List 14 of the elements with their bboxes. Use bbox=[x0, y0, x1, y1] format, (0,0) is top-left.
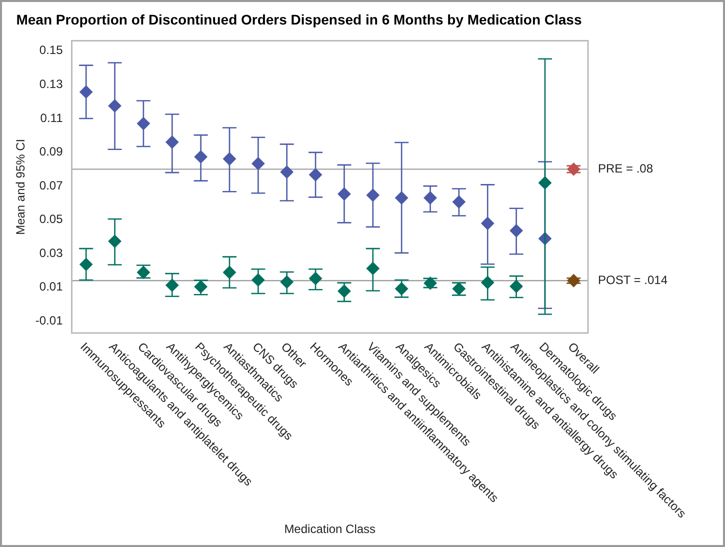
y-tick-label: -0.01 bbox=[35, 313, 64, 328]
y-tick-label: 0.15 bbox=[39, 43, 64, 58]
y-tick-label: 0.05 bbox=[39, 212, 64, 226]
y-tick-label: 0.01 bbox=[39, 280, 64, 294]
y-tick-label: 0.11 bbox=[40, 110, 64, 125]
y-tick-label: 0.13 bbox=[39, 77, 64, 92]
ref-line-label: POST = .014 bbox=[598, 272, 668, 287]
ref-line-label: PRE = .08 bbox=[598, 161, 654, 176]
y-tick-label: 0.07 bbox=[39, 178, 64, 192]
y-tick-label: 0.03 bbox=[39, 246, 64, 260]
y-axis-title: Mean and 95% CI bbox=[14, 138, 28, 235]
x-axis-title: Medication Class bbox=[284, 522, 376, 536]
y-tick-label: 0.09 bbox=[39, 144, 64, 159]
chart-title: Mean Proportion of Discontinued Orders Dispensed in 6 Months by Medication Class bbox=[16, 11, 582, 28]
